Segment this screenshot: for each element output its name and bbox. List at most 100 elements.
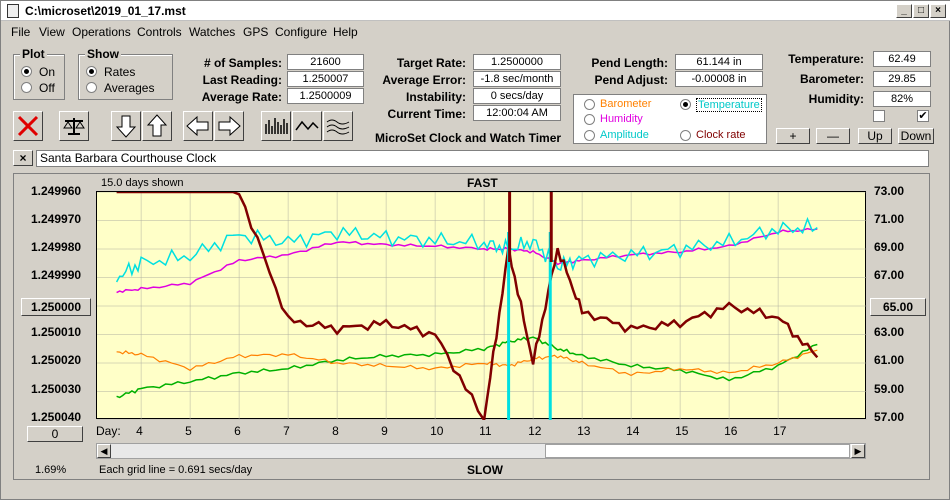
plot-group-title: Plot	[20, 47, 47, 61]
title-bar: C:\microset\2019_01_17.mst _ □ ×	[1, 1, 950, 21]
show-rates-label: Rates	[104, 65, 136, 79]
zero-button[interactable]: 0	[27, 426, 83, 442]
menu-controls[interactable]: Controls	[137, 25, 182, 39]
day-tick-label: 8	[332, 424, 339, 438]
up-button[interactable]: Up	[858, 128, 892, 144]
chart-svg	[97, 190, 867, 424]
clock-rate-radio[interactable]	[680, 130, 691, 141]
minimize-button[interactable]: _	[896, 4, 912, 18]
left-axis-tick: 1.249970	[31, 212, 82, 226]
average-error-value: -1.8 sec/month	[473, 71, 561, 87]
menu-configure[interactable]: Configure	[275, 25, 328, 39]
left-arrow-button[interactable]	[183, 111, 213, 141]
left-axis-tick: 1.250010	[31, 325, 82, 339]
slow-label: SLOW	[467, 463, 503, 477]
right-arrow-button[interactable]	[214, 111, 244, 141]
close-window-button[interactable]: ×	[930, 4, 946, 18]
wave-icon	[295, 120, 319, 131]
amplitude-radio[interactable]	[584, 130, 595, 141]
line-graph-button[interactable]	[292, 111, 322, 141]
plot-off-label: Off	[39, 81, 55, 95]
average-rate-value: 1.2500009	[287, 88, 364, 104]
arrow-down-icon	[115, 115, 137, 138]
show-averages-radio[interactable]	[86, 82, 97, 93]
balance-button[interactable]	[59, 111, 89, 141]
delete-button[interactable]	[13, 111, 43, 141]
menu-file[interactable]: File	[11, 25, 31, 39]
scroll-right-button[interactable]: ▶	[851, 444, 865, 458]
scale-icon	[63, 118, 85, 135]
checkbox-right[interactable]: ✔	[917, 110, 929, 122]
last-reading-label: Last Reading:	[202, 73, 282, 87]
instability-label: Instability:	[405, 90, 466, 104]
plot-on-radio[interactable]	[21, 66, 32, 77]
target-rate-value: 1.2500000	[473, 54, 561, 70]
series-selector: Barometer Temperature Humidity Amplitude…	[573, 94, 767, 144]
histogram-button[interactable]	[261, 111, 291, 141]
temperature-radio[interactable]	[680, 99, 691, 110]
day-tick-label: 15	[675, 424, 689, 438]
left-axis-center-button[interactable]: 1.250000	[21, 298, 91, 316]
left-axis-tick: 1.249980	[31, 240, 82, 254]
window-title: C:\microset\2019_01_17.mst	[25, 4, 186, 18]
humidity-radio[interactable]	[584, 114, 595, 125]
plot-off-radio[interactable]	[21, 82, 32, 93]
menu-operations[interactable]: Operations	[72, 25, 131, 39]
right-axis-center-button[interactable]: 65.00	[870, 298, 926, 316]
day-tick-label: 6	[234, 424, 241, 438]
pend-adjust-value: -0.00008 in	[675, 71, 763, 87]
plot-group: Plot	[13, 47, 65, 100]
checkbox-left[interactable]	[873, 110, 885, 122]
clock-name-field[interactable]: Santa Barbara Courthouse Clock	[36, 150, 929, 167]
left-axis-tick: 1.249990	[31, 268, 82, 282]
pend-length-label: Pend Length:	[591, 56, 668, 70]
menu-watches[interactable]: Watches	[189, 25, 236, 39]
scroll-left-button[interactable]: ◀	[97, 444, 111, 458]
maximize-button[interactable]: □	[913, 4, 929, 18]
day-tick-label: 17	[773, 424, 787, 438]
waves-icon	[326, 119, 350, 135]
amplitude-option-label: Amplitude	[600, 129, 649, 141]
percent-label: 1.69%	[35, 464, 67, 476]
down-arrow-button[interactable]	[111, 111, 141, 141]
right-axis-tick: 67.00	[874, 268, 905, 282]
grid-note: Each grid line = 0.691 secs/day	[99, 464, 253, 476]
day-tick-label: 11	[479, 424, 492, 438]
clear-name-button[interactable]: ×	[13, 150, 33, 166]
arrow-left-icon	[186, 115, 209, 137]
bars-icon	[265, 118, 288, 134]
left-axis-tick: 1.250040	[31, 410, 82, 424]
clock-rate-option-label: Clock rate	[696, 129, 746, 141]
right-axis-tick: 61.00	[874, 353, 905, 367]
right-axis-tick: 71.00	[874, 212, 905, 226]
scroll-thumb[interactable]	[545, 444, 850, 458]
average-error-label: Average Error:	[382, 73, 466, 87]
minus-button[interactable]: —	[816, 128, 850, 144]
samples-label: # of Samples:	[203, 56, 282, 70]
plus-button[interactable]: +	[776, 128, 810, 144]
barometer-value: 29.85	[873, 71, 931, 87]
barometer-line	[116, 349, 818, 377]
show-rates-radio[interactable]	[86, 66, 97, 77]
horizontal-scrollbar[interactable]: ◀ ▶	[96, 443, 866, 459]
barometer-radio[interactable]	[584, 99, 595, 110]
menu-gps[interactable]: GPS	[243, 25, 269, 39]
up-arrow-button[interactable]	[142, 111, 172, 141]
app-subtitle: MicroSet Clock and Watch Timer	[375, 131, 562, 145]
pend-adjust-label: Pend Adjust:	[594, 73, 668, 87]
pend-length-value: 61.144 in	[675, 54, 763, 70]
multi-wave-button[interactable]	[323, 111, 353, 141]
day-tick-label: 12	[528, 424, 542, 438]
barometer-label: Barometer:	[799, 72, 864, 86]
day-tick-label: 7	[283, 424, 290, 438]
day-tick-label: 4	[136, 424, 143, 438]
menu-help[interactable]: Help	[333, 25, 358, 39]
right-axis-tick: 57.00	[874, 410, 905, 424]
menu-view[interactable]: View	[39, 25, 65, 39]
temperature-option-label: Temperature	[696, 98, 762, 112]
amplitude-line	[116, 336, 818, 399]
day-tick-label: 16	[724, 424, 738, 438]
menu-bar: File View Operations Controls Watches GP…	[1, 22, 950, 42]
right-axis-tick: 73.00	[874, 184, 905, 198]
down-button[interactable]: Down	[898, 128, 934, 144]
